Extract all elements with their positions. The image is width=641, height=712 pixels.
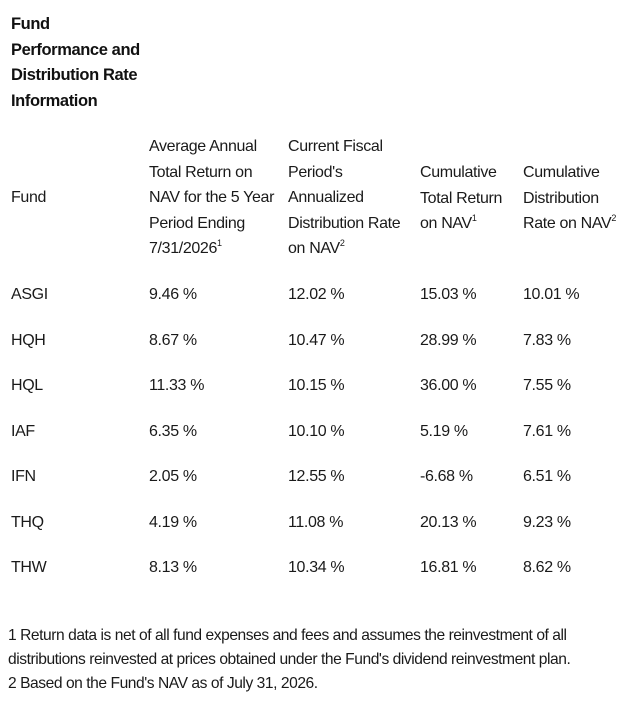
cell-cumulative-total: 20.13 % [420, 514, 477, 531]
header-line: Current Fiscal [288, 138, 383, 155]
header-line-with-footnote: 7/31/20261 [149, 236, 284, 262]
header-line: on NAV [420, 215, 472, 232]
cell-current-fiscal: 11.08 % [288, 514, 344, 531]
cell-current-fiscal: 10.34 % [288, 559, 345, 576]
header-line-with-footnote: on NAV1 [420, 211, 520, 237]
cell-fund: ASGI [11, 286, 48, 303]
header-cumulative-distribution: Cumulative Distribution Rate on NAV2 [523, 160, 638, 237]
cell-cumulative-total: 28.99 % [420, 332, 477, 349]
header-line: Average Annual [149, 138, 257, 155]
cell-avg-annual: 8.13 % [149, 559, 197, 576]
footnote-marker: 2 [611, 212, 617, 223]
header-line: Cumulative [420, 164, 497, 181]
cell-fund: HQH [11, 332, 46, 349]
title-line: Distribution Rate [11, 66, 138, 84]
header-line: Distribution Rate [288, 214, 401, 232]
header-line: Rate on NAV [523, 215, 612, 232]
cell-fund: IFN [11, 468, 36, 485]
header-avg-annual: Average Annual Total Return on NAV for t… [149, 134, 284, 262]
cell-current-fiscal: 12.02 % [288, 286, 345, 303]
cell-cumulative-total: -6.68 % [420, 468, 473, 485]
cell-current-fiscal: 12.55 % [288, 468, 345, 485]
header-line: Period's [288, 163, 343, 181]
cell-cumulative-total: 5.19 % [420, 423, 468, 440]
header-line: Total Return [420, 189, 503, 207]
header-line: NAV for the 5 Year [149, 189, 275, 206]
cell-avg-annual: 11.33 % [149, 377, 205, 394]
cell-cumulative-distribution: 7.83 % [523, 332, 571, 349]
footnotes: 1 Return data is net of all fund expense… [8, 624, 638, 697]
cell-avg-annual: 6.35 % [149, 423, 197, 440]
cell-cumulative-distribution: 9.23 % [523, 514, 571, 531]
footnote-marker: 1 [217, 237, 222, 248]
header-line: Annualized [288, 189, 364, 206]
cell-avg-annual: 8.67 % [149, 332, 197, 349]
header-fund: Fund [11, 185, 46, 211]
cell-avg-annual: 9.46 % [149, 286, 197, 303]
cell-cumulative-distribution: 7.61 % [523, 423, 571, 440]
cell-current-fiscal: 10.47 % [288, 332, 345, 349]
footnote-marker: 2 [339, 237, 345, 248]
header-line: Total Return on [149, 163, 253, 181]
footnote-1-line-1: 1 Return data is net of all fund expense… [8, 627, 567, 644]
title-line: Performance and [11, 40, 140, 59]
header-line-with-footnote: Rate on NAV2 [523, 211, 638, 237]
cell-avg-annual: 2.05 % [149, 468, 197, 485]
cell-cumulative-distribution: 7.55 % [523, 377, 571, 394]
header-line: Cumulative [523, 164, 600, 181]
header-line: Distribution [523, 189, 599, 207]
cell-fund: THW [11, 559, 47, 576]
cell-fund: THQ [11, 514, 44, 531]
header-line: 7/31/2026 [149, 240, 218, 257]
footnote-2: 2 Based on the Fund's NAV as of July 31,… [8, 675, 318, 693]
cell-fund: IAF [11, 423, 35, 440]
header-line: Fund [11, 189, 47, 206]
cell-current-fiscal: 10.15 % [288, 377, 345, 394]
header-line: on NAV [288, 240, 340, 257]
cell-cumulative-total: 15.03 % [420, 286, 477, 303]
cell-cumulative-distribution: 10.01 % [523, 286, 580, 303]
cell-cumulative-total: 36.00 % [420, 377, 477, 394]
header-line: Period Ending [149, 214, 245, 232]
footnote-marker: 1 [471, 212, 477, 223]
cell-avg-annual: 4.19 % [149, 514, 197, 531]
footnote-1-line-2: distributions reinvested at prices obtai… [8, 651, 571, 669]
cell-cumulative-distribution: 6.51 % [523, 468, 571, 485]
header-line-with-footnote: on NAV2 [288, 236, 418, 262]
header-current-fiscal: Current Fiscal Period's Annualized Distr… [288, 134, 418, 262]
page-title: Fund Performance and Distribution Rate I… [11, 12, 171, 114]
cell-cumulative-distribution: 8.62 % [523, 559, 571, 576]
title-line: Information [11, 91, 98, 110]
header-cumulative-total: Cumulative Total Return on NAV1 [420, 160, 520, 237]
cell-cumulative-total: 16.81 % [420, 559, 477, 576]
cell-current-fiscal: 10.10 % [288, 423, 345, 440]
title-line: Fund [11, 15, 50, 33]
cell-fund: HQL [11, 377, 43, 394]
